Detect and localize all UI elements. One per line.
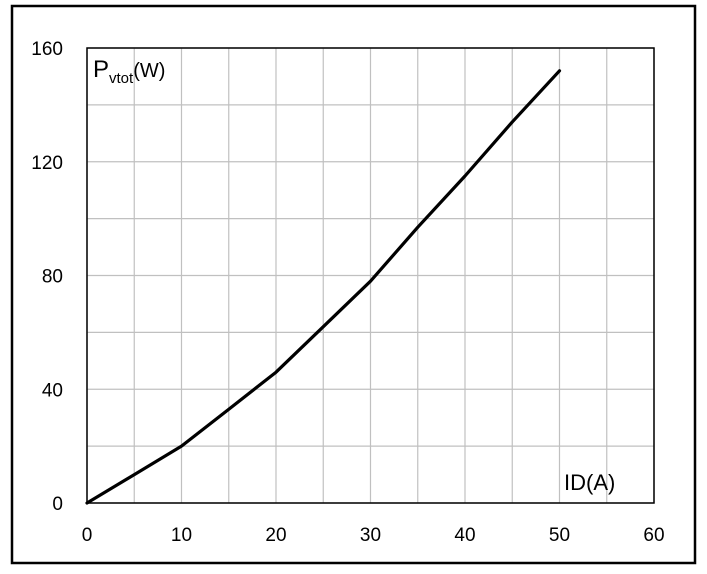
y-axis-label-main: P [93, 56, 109, 83]
x-axis-label: ID(A) [564, 470, 615, 495]
y-tick-label: 160 [31, 39, 63, 60]
x-tick-label: 40 [454, 525, 475, 546]
plot-area-frame [86, 47, 655, 504]
y-axis-label-subscript: vtot [109, 70, 134, 87]
x-tick-label: 10 [171, 525, 192, 546]
series-group [85, 69, 562, 505]
x-tick-label: 20 [265, 525, 286, 546]
outer-frame [10, 4, 697, 565]
x-tick-label: 30 [360, 525, 381, 546]
y-tick-label: 80 [42, 267, 63, 288]
x-tick-labels: 0 10 20 30 40 50 60 [82, 525, 665, 546]
y-tick-label: 40 [42, 380, 63, 401]
y-axis-label-unit: (W) [133, 60, 165, 82]
y-tick-label: 0 [52, 494, 63, 515]
y-tick-labels: 0 40 80 120 160 [31, 39, 63, 515]
x-tick-label: 50 [549, 525, 570, 546]
x-tick-label: 0 [82, 525, 93, 546]
y-tick-label: 120 [31, 153, 63, 174]
y-axis-label: Pvtot(W) [93, 56, 165, 87]
series-line-1 [85, 69, 562, 505]
x-tick-label: 60 [643, 525, 664, 546]
